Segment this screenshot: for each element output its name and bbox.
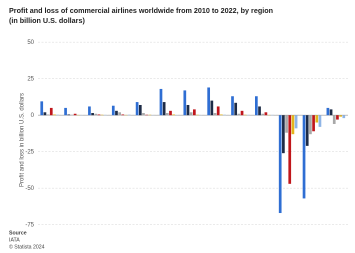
chart-title: Profit and loss of commercial airlines w… <box>9 6 273 25</box>
bar <box>282 115 285 154</box>
bar <box>73 113 77 116</box>
bar <box>43 112 47 116</box>
bar <box>237 113 241 116</box>
bar <box>165 113 169 116</box>
bar <box>118 112 121 116</box>
bar <box>216 106 220 116</box>
bar <box>207 87 211 116</box>
y-tick-label: -75 <box>25 222 34 228</box>
bar <box>183 90 187 116</box>
bar <box>97 114 101 116</box>
bar <box>220 114 223 116</box>
bar <box>315 115 319 123</box>
bar <box>67 114 71 116</box>
bar <box>193 109 196 116</box>
bar <box>88 106 91 116</box>
y-tick-label: -25 <box>25 149 34 155</box>
bar <box>169 110 172 116</box>
bar <box>115 110 118 116</box>
bar <box>285 115 288 133</box>
y-tick-label: -50 <box>25 186 34 192</box>
source: IATA <box>9 237 20 243</box>
bar <box>53 114 56 116</box>
bar <box>258 106 261 116</box>
bar <box>264 112 268 116</box>
bar <box>329 109 333 116</box>
y-tick-label: 50 <box>27 40 34 46</box>
bar <box>213 113 217 116</box>
bar <box>339 115 342 117</box>
bar <box>336 115 339 120</box>
bar <box>312 115 315 132</box>
bar <box>210 100 214 116</box>
y-axis-label: Profit and loss in billion U.S. dollars <box>20 93 26 187</box>
bar <box>302 115 306 199</box>
bar <box>111 105 115 116</box>
bar <box>135 102 139 116</box>
bar <box>261 113 265 116</box>
bar <box>159 88 163 116</box>
bar <box>255 96 258 116</box>
bar <box>64 107 67 116</box>
bar <box>291 115 295 135</box>
bar <box>172 114 176 116</box>
bar <box>234 102 238 116</box>
bar <box>40 101 44 116</box>
bar <box>278 115 282 214</box>
bar <box>231 96 234 116</box>
bar <box>162 102 166 116</box>
bar <box>318 115 322 127</box>
source-label: Source <box>9 230 27 236</box>
bar <box>240 110 244 116</box>
bar <box>294 115 298 129</box>
bar <box>309 115 312 135</box>
bar <box>288 115 292 184</box>
bar <box>305 115 309 146</box>
bar <box>342 115 346 119</box>
bar <box>91 113 94 116</box>
bar <box>49 107 53 116</box>
bar <box>142 113 145 116</box>
bar <box>332 115 336 124</box>
y-tick-label: 0 <box>31 113 35 119</box>
bar <box>121 114 125 116</box>
bar <box>186 104 190 116</box>
copyright: © Statista 2024 <box>9 243 45 250</box>
bar <box>189 112 193 116</box>
bar <box>94 113 98 116</box>
bar <box>138 104 142 116</box>
bar <box>46 114 50 116</box>
bar <box>326 107 330 116</box>
y-tick-label: 25 <box>27 76 34 82</box>
